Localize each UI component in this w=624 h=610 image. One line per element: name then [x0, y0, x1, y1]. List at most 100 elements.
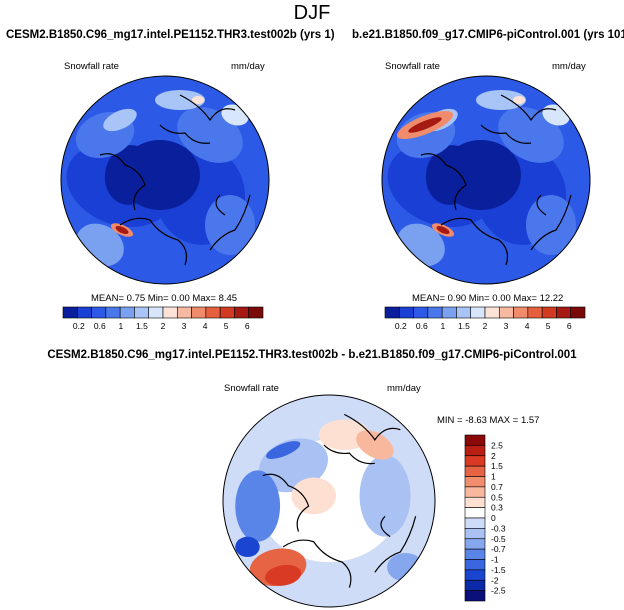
colorbar-tick-label: 1.5 — [136, 321, 148, 331]
colorbar-swatch — [541, 306, 557, 319]
panel3-min-label: MIN = — [437, 415, 463, 426]
field-region-arctic — [425, 145, 477, 205]
coastline — [374, 516, 417, 573]
colorbar-tick-label: 0.6 — [94, 321, 106, 331]
map-field — [382, 76, 590, 284]
panel1-title: CESM2.B1850.C96_mg17.intel.PE1152.THR3.t… — [6, 29, 335, 41]
field-region-negative — [359, 455, 411, 537]
map-boundary — [222, 394, 436, 608]
colorbar-tick-label: -0.3 — [491, 523, 506, 533]
coastline — [440, 217, 509, 266]
colorbar-tick-label: -2.5 — [491, 586, 506, 596]
colorbar-swatch — [470, 306, 486, 319]
colorbar-tick-label: 4 — [203, 321, 208, 331]
field-region-heavy — [513, 96, 525, 104]
colorbar-tick-label: -0.5 — [491, 534, 506, 544]
colorbar-tick-label: -1.5 — [491, 565, 506, 575]
panel3-max-label: MAX = — [489, 415, 519, 426]
panel2-max-label: Max= — [513, 293, 537, 304]
colorbar-tick-label: 0.7 — [491, 482, 503, 492]
colorbar-swatch — [464, 569, 486, 581]
panel1-max-value: 8.45 — [218, 293, 238, 304]
colorbar-swatch — [464, 455, 486, 467]
coastline — [209, 194, 251, 251]
colorbar-swatch — [413, 306, 429, 319]
colorbar-swatch — [248, 306, 264, 319]
panel1-units-label: mm/day — [231, 61, 265, 72]
panel2-title: b.e21.B1850.f09_g17.CMIP6-piControl.001 … — [352, 29, 624, 41]
colorbar-tick-label: 1.5 — [491, 461, 503, 471]
colorbar-swatch — [484, 306, 500, 319]
coastline — [536, 194, 547, 216]
colorbar-tick-label: 0.6 — [416, 321, 428, 331]
field-region-negative — [265, 441, 301, 459]
colorbar-swatch — [464, 548, 486, 560]
colorbar-swatch — [105, 306, 121, 319]
colorbar-swatch — [464, 538, 486, 550]
colorbar-swatch — [527, 306, 543, 319]
colorbar-swatch — [464, 465, 486, 477]
panel1-colorbar: 0.2 0.6 1 1.5 2 3 4 5 6 — [62, 306, 264, 331]
colorbar-swatch — [176, 306, 192, 319]
coastline — [282, 539, 352, 588]
colorbar-swatch — [398, 306, 414, 319]
colorbar-tick-label: -2 — [491, 575, 499, 585]
colorbar-swatch — [219, 306, 235, 319]
map-field — [61, 76, 269, 284]
field-region-negative — [235, 536, 260, 558]
field-region-arctic — [104, 145, 156, 205]
colorbar-tick-label: 2 — [483, 321, 488, 331]
panel1-max-label: Max= — [192, 293, 216, 304]
colorbar-swatch — [464, 507, 486, 519]
panel3-polar-map — [222, 394, 436, 608]
coastline — [344, 413, 401, 441]
field-region-light — [103, 108, 137, 132]
coastline — [380, 515, 391, 538]
colorbar-tick-label: 6 — [567, 321, 572, 331]
colorbar-swatch — [464, 517, 486, 529]
panel3-units-label: mm/day — [387, 383, 421, 394]
panel2-variable-label: Snowfall rate — [385, 61, 440, 72]
map-boundary — [381, 75, 591, 285]
colorbar-swatch — [498, 306, 514, 319]
colorbar-swatch — [148, 306, 164, 319]
colorbar-tick-label: 2 — [161, 321, 166, 331]
colorbar-swatch — [91, 306, 107, 319]
panel1-variable-label: Snowfall rate — [64, 61, 119, 72]
colorbar-tick-label: -0.7 — [491, 544, 506, 554]
colorbar-swatch — [191, 306, 207, 319]
field-region-positive — [356, 430, 394, 460]
colorbar-tick-label: 1 — [491, 472, 496, 482]
colorbar-tick-label: 3 — [504, 321, 509, 331]
panel2-units-label: mm/day — [552, 61, 586, 72]
field-region-negative — [235, 470, 281, 542]
colorbar-swatch — [76, 306, 92, 319]
colorbar-swatch — [205, 306, 221, 319]
colorbar-tick-label: 0.2 — [395, 321, 407, 331]
colorbar-swatch — [134, 306, 150, 319]
colorbar-swatch — [162, 306, 178, 319]
colorbar-tick-label: 0.3 — [491, 503, 503, 513]
colorbar-swatch — [464, 496, 486, 508]
panel3-colorbar: 2.521.510.70.50.30-0.3-0.5-0.7-1-1.5-2-2… — [464, 434, 506, 602]
panel1-min-value: 0.00 — [171, 293, 190, 304]
colorbar-swatch — [384, 306, 400, 319]
field-region-heavy — [115, 225, 129, 235]
colorbar-swatch — [234, 306, 250, 319]
colorbar-tick-label: 4 — [525, 321, 530, 331]
colorbar-swatch — [464, 528, 486, 540]
field-region-positive — [291, 477, 337, 515]
colorbar-swatch — [62, 306, 78, 319]
colorbar-tick-label: 6 — [245, 321, 250, 331]
panel3-variable-label: Snowfall rate — [224, 383, 279, 394]
colorbar-swatch — [464, 559, 486, 571]
panel3-title: CESM2.B1850.C96_mg17.intel.PE1152.THR3.t… — [47, 349, 577, 361]
colorbar-tick-label: 1 — [119, 321, 124, 331]
map-boundary — [60, 75, 270, 285]
coastline — [99, 153, 146, 211]
coastline — [179, 94, 236, 122]
colorbar-swatch — [513, 306, 529, 319]
colorbar-swatch — [570, 306, 586, 319]
panel2-colorbar: 0.2 0.6 1 1.5 2 3 4 5 6 — [384, 306, 586, 331]
panel3-min-value: -8.63 — [465, 415, 487, 426]
